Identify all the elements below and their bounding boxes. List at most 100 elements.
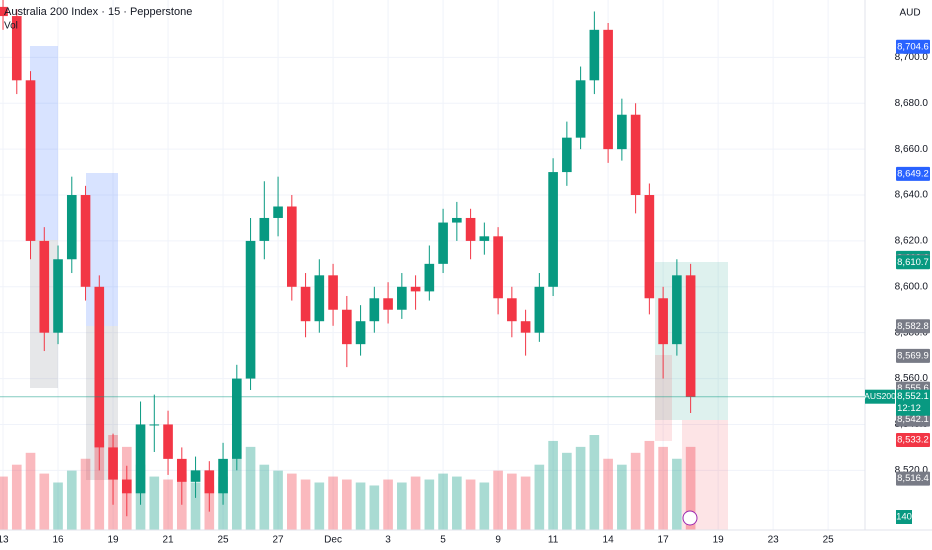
candle-body [672,275,682,345]
candle-body [424,263,435,292]
candle-body [369,298,380,322]
candle-body [218,458,228,494]
candle-body [25,80,36,241]
volume-bar [685,446,696,530]
candle-body [383,298,393,310]
volume-bar [190,482,201,530]
candle-body [204,470,215,494]
candle-body [589,29,600,81]
price-badge-text: 8,569.9 [897,350,929,361]
candle-body [108,447,118,480]
volume-bar [328,476,338,530]
y-tick-label: 8,560.0 [895,373,929,384]
volume-bar [644,440,655,530]
candle-body [644,195,655,299]
candle-body [479,236,490,241]
y-tick-label: 8,620.0 [895,236,929,247]
currency: AUD [899,8,920,19]
chart-title: Australia 200 Index · 15 · Pepperstone [4,6,192,18]
price-badge-text: 8,516.4 [897,473,929,484]
volume-bar [534,464,545,530]
volume-bar [493,470,503,530]
candle-body [121,479,132,494]
y-tick-label: 8,600.0 [895,281,929,292]
volume-bar [11,464,22,530]
candles [0,0,696,517]
candle-body [80,195,91,287]
volume-bar [273,470,283,530]
candle-body [507,298,517,322]
candle-body [66,195,77,260]
volume-bar [452,476,462,530]
candle-body [575,80,586,138]
candle-body [630,114,641,196]
candle-body [328,275,338,310]
candle-body [452,217,462,223]
candle-body [287,206,297,287]
candle-body [562,137,572,173]
candle-body [314,275,325,322]
volume-bar [25,452,36,530]
candle-body [658,298,668,345]
volume-panel [0,435,696,530]
volume-bar [355,482,366,530]
candle-body [534,286,545,333]
volume-bar [231,458,242,530]
volume-bar [94,440,105,530]
volume-bar [163,479,173,530]
y-tick-label: 8,700.0 [895,52,929,63]
candle-body [53,259,63,333]
volume-bar [300,479,311,530]
x-tick-label: 5 [440,535,446,546]
symbol-badge-text: AUS200 [864,391,896,401]
candle-body [300,286,311,322]
volume-bar [548,440,558,530]
price-badge-text: 8,582.8 [897,321,929,332]
y-tick-label: 8,520.0 [895,465,929,476]
symbol-badge [865,389,895,404]
volume-bar [438,473,448,530]
candle-body [603,29,613,150]
volume-bar [314,482,325,530]
event-icon[interactable] [682,510,698,526]
x-tick-label: 3 [385,535,391,546]
volume-bar [53,482,63,530]
volume-bar [589,435,600,530]
x-tick-label: 11 [548,535,559,546]
candle-body [245,240,256,379]
x-tick-label: 16 [52,535,64,546]
candle-body [617,114,627,150]
price-badge [896,319,930,334]
price-badge-text: 8,610.7 [897,257,929,268]
price-badge-text: 8,704.6 [897,41,929,52]
volume-bar [397,482,407,530]
x-tick-label: 25 [217,535,229,546]
candle-body [39,240,50,333]
price-badge [896,412,930,427]
x-tick-label: 17 [658,535,670,546]
volume-bar [617,464,627,530]
last-price-text: 8,552.1 [897,391,929,402]
volume-bar [479,482,490,530]
candle-body [342,309,352,345]
candle-body [493,236,503,299]
volume-bar [658,446,668,530]
candle-body [231,378,242,459]
candle-body [410,286,421,292]
last-price-badge [896,389,930,416]
candle-body [520,321,531,333]
volume-bar [149,476,160,530]
volume-bar [575,446,586,530]
volume-bar [0,476,8,530]
x-tick-label: 13 [0,535,9,546]
volume-bar [383,479,393,530]
grid [0,0,865,530]
volume-bar [66,470,77,530]
price-badge [896,39,930,54]
price-badge-text: 8,542.1 [897,414,929,425]
volume-bar [39,473,50,530]
volume-bar [259,464,270,530]
candle-body [273,206,283,218]
